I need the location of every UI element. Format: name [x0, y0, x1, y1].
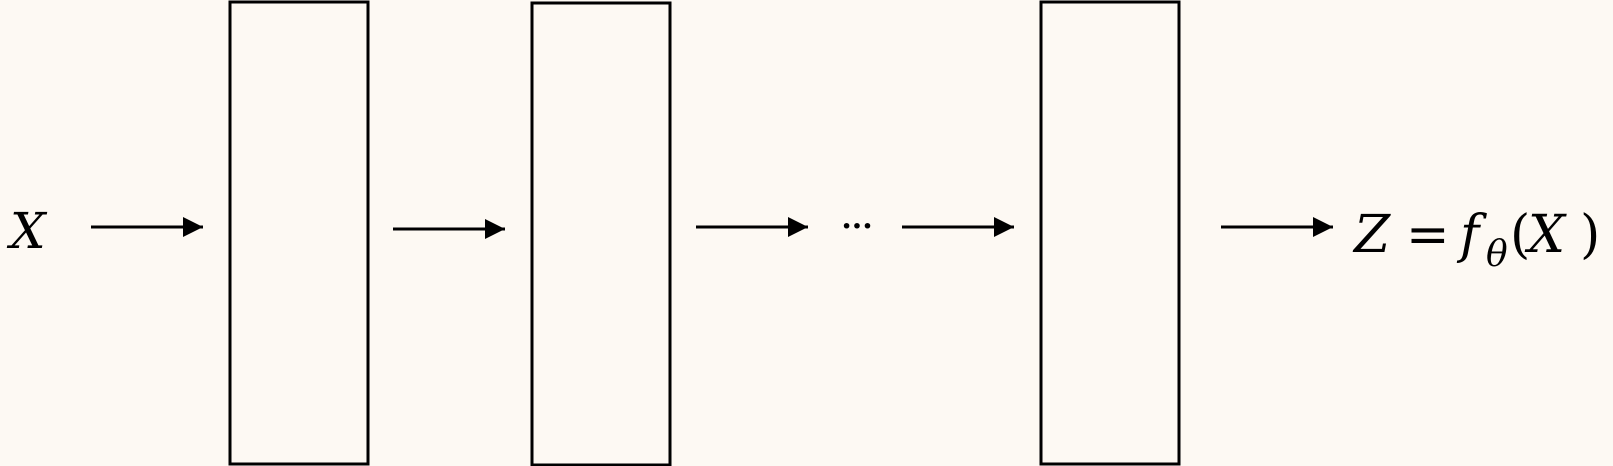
close-paren: ) — [1580, 205, 1600, 265]
output-var: Z — [1352, 205, 1391, 265]
input-label: X — [6, 202, 48, 260]
layer-box-n — [1039, 0, 1181, 466]
layer-box-2 — [530, 1, 672, 466]
ellipsis: ··· — [841, 209, 872, 244]
equals-sign: = — [1406, 205, 1450, 265]
open-paren: ( — [1510, 205, 1530, 265]
output-arg: X — [1524, 205, 1567, 265]
output-subscript: θ — [1486, 234, 1508, 275]
output-formula: Z = f θ ( X ) — [1352, 205, 1600, 275]
output-func: f — [1456, 205, 1487, 265]
layer-box-1 — [228, 0, 370, 466]
